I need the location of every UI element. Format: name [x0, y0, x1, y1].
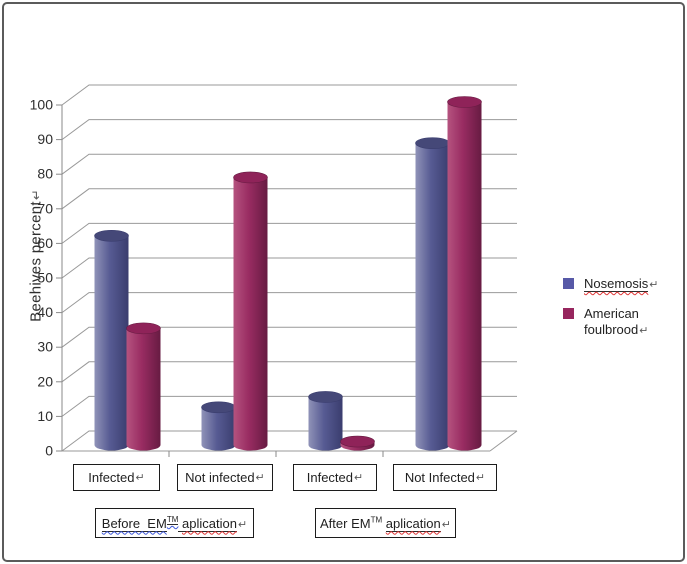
category-box-not-infected-after: Not Infected ↵ [393, 464, 497, 491]
svg-text:50: 50 [37, 270, 53, 286]
line-break-mark: ↵ [639, 325, 649, 337]
legend-swatch-nosemosis [563, 278, 574, 289]
group-label-before-prefix: Before EM [101, 515, 167, 532]
legend-swatch-american-foulbrood [563, 308, 574, 319]
category-label: Infected [88, 470, 135, 485]
line-break-mark: ↵ [135, 472, 145, 484]
legend-label-american-foulbrood: American foulbrood [584, 306, 639, 337]
legend-label-nosemosis: Nosemosis [584, 276, 649, 292]
category-box-infected-after: Infected ↵ [293, 464, 377, 491]
group-box-after-em: After EMTM aplication↵ [315, 508, 456, 538]
line-break-mark: ↵ [441, 518, 451, 531]
category-label: Not infected [185, 470, 255, 485]
category-box-infected-before: Infected ↵ [73, 464, 160, 491]
svg-text:100: 100 [30, 97, 54, 113]
y-axis-title-text: Beehives percent [27, 201, 45, 322]
group-label-after-word: aplication [385, 515, 441, 532]
svg-text:30: 30 [37, 339, 53, 355]
group-label-before-word: aplication [182, 515, 237, 532]
line-break-mark: ↵ [354, 472, 364, 484]
svg-text:70: 70 [37, 200, 53, 216]
svg-text:60: 60 [37, 235, 53, 251]
category-label: Not Infected [404, 470, 475, 485]
legend-item-american-foulbrood: American foulbrood↵ [563, 306, 673, 339]
line-break-mark: ↵ [28, 189, 44, 201]
line-break-mark: ↵ [649, 279, 659, 291]
svg-text:20: 20 [37, 373, 53, 389]
group-box-before-em: Before EMTM aplication↵ [95, 508, 254, 538]
line-break-mark: ↵ [475, 472, 486, 484]
y-axis-title: Beehives percent↵ [28, 150, 45, 362]
trademark-superscript: TM [166, 515, 179, 526]
svg-text:40: 40 [37, 304, 53, 320]
line-break-mark: ↵ [255, 472, 265, 484]
svg-text:90: 90 [37, 131, 53, 147]
svg-text:0: 0 [45, 443, 53, 459]
trademark-superscript: TM [370, 515, 383, 525]
group-label-after-prefix: After EM [320, 515, 371, 531]
svg-text:80: 80 [37, 166, 53, 182]
category-label: Infected [306, 470, 353, 485]
legend-item-nosemosis: Nosemosis↵ [563, 276, 673, 293]
line-break-mark: ↵ [237, 518, 248, 531]
category-box-not-infected-before: Not infected ↵ [177, 464, 273, 491]
svg-text:10: 10 [37, 408, 53, 424]
legend: Nosemosis↵ American foulbrood↵ [563, 276, 673, 352]
